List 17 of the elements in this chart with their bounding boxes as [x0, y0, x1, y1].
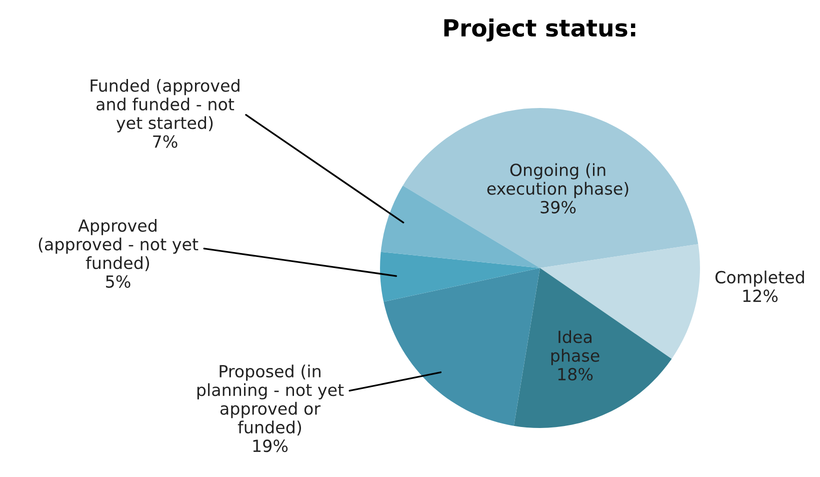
data-label: 7%: [153, 135, 178, 148]
slice-label: Approved (approved - not yet funded): [38, 218, 198, 272]
slice-label: Idea phase: [551, 330, 600, 366]
chart-title: Project status:: [444, 18, 636, 42]
data-label: 5%: [106, 275, 130, 288]
slice-label: Funded (approved and funded - not yet started): [90, 78, 240, 132]
data-label: 19%: [253, 440, 288, 452]
pie-slice: [402, 108, 698, 268]
slice-label: Proposed (in planning - not yet approved or funded): [197, 364, 344, 436]
pie-slice: [384, 268, 540, 426]
data-label: 39%: [540, 200, 576, 214]
pie-slice: [380, 252, 540, 302]
slice-label: Ongoing (in execution phase): [487, 163, 628, 198]
data-label: 18%: [558, 368, 593, 380]
pie-slice: [514, 268, 672, 428]
data-label: 12%: [743, 290, 778, 302]
slice-label: Completed: [715, 270, 804, 287]
